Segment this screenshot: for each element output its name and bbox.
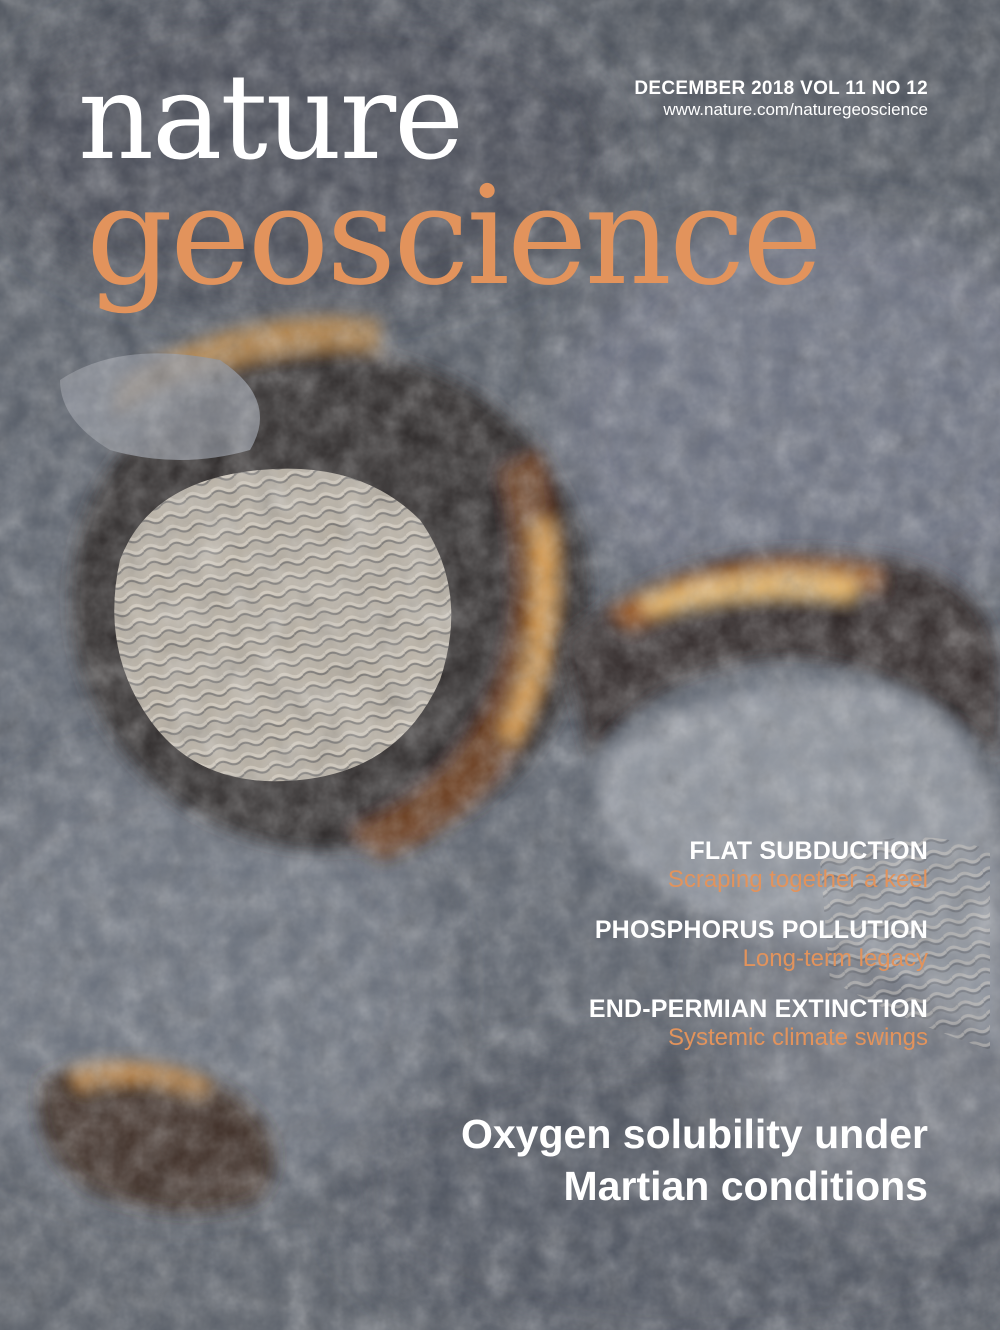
teaser-subtitle: Systemic climate swings xyxy=(667,1024,928,1051)
issue-date-volume: DECEMBER 2018 VOL 11 NO 12 xyxy=(634,78,928,99)
teaser-subtitle: Long-term legacy xyxy=(742,945,928,972)
cover-headline: Oxygen solubility under Martian conditio… xyxy=(228,1108,928,1212)
masthead-geoscience: geoscience xyxy=(86,158,823,316)
headline-line-1: Oxygen solubility under xyxy=(460,1111,928,1157)
teaser-title: END-PERMIAN EXTINCTION xyxy=(588,995,928,1023)
masthead-nature: nature xyxy=(78,48,464,186)
teaser-title: FLAT SUBDUCTION xyxy=(689,837,928,865)
cover-teasers: FLAT SUBDUCTION Scraping together a keel… xyxy=(328,836,928,1073)
teaser-title: PHOSPHORUS POLLUTION xyxy=(594,916,928,944)
journal-url: www.nature.com/naturegeoscience xyxy=(663,100,928,119)
headline-line-2: Martian conditions xyxy=(563,1163,928,1209)
teaser-phosphorus-pollution: PHOSPHORUS POLLUTION Long-term legacy xyxy=(328,915,928,973)
teaser-end-permian-extinction: END-PERMIAN EXTINCTION Systemic climate … xyxy=(328,994,928,1052)
teaser-subtitle: Scraping together a keel xyxy=(667,866,928,893)
teaser-flat-subduction: FLAT SUBDUCTION Scraping together a keel xyxy=(328,836,928,894)
